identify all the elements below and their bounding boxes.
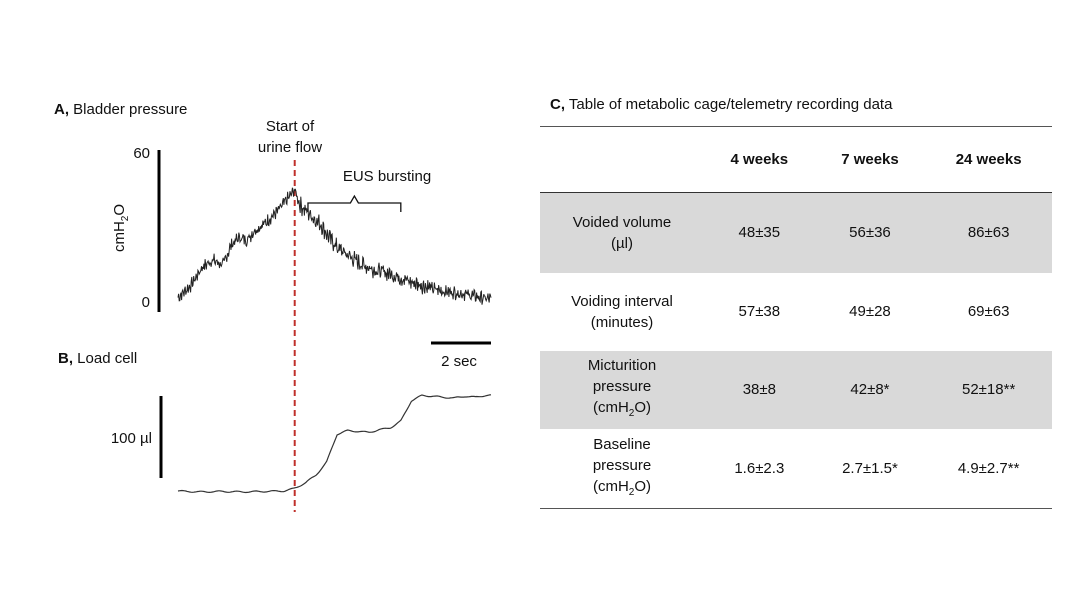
- unit-sub: 2: [628, 408, 635, 419]
- panel-a-title: Bladder pressure: [73, 101, 188, 118]
- table-row: Baseline pressure (cmH2O) 1.6±2.3 2.7±1.5*…: [540, 428, 1052, 509]
- table-cell: 57±38: [738, 303, 781, 320]
- table-cell: 49±28: [849, 303, 891, 320]
- table-cell: 69±63: [967, 303, 1010, 320]
- ylabel-sub: 2: [120, 215, 131, 221]
- table-cell: 42±8*: [814, 350, 926, 429]
- eus-bursting-bracket: [307, 194, 402, 212]
- table-cell: 2.7±1.5*: [814, 428, 926, 509]
- volume-scale-label: 100 µl: [111, 430, 152, 447]
- load-cell-trace: [177, 394, 492, 494]
- table-cell: 48±35: [704, 192, 815, 273]
- header-7-weeks: 7 weeks: [814, 126, 926, 193]
- unit-sub: 2: [628, 486, 635, 498]
- row-label-line: pressure: [592, 456, 652, 474]
- panel-c-title: Table of metabolic cage/telemetry record…: [568, 96, 893, 113]
- ylabel-pre: cmH: [111, 221, 128, 252]
- row-label-voided-volume: Voided volume (µl): [540, 192, 704, 273]
- header-4-weeks: 4 weeks: [704, 126, 815, 193]
- unit-pre: (cmH: [592, 477, 629, 495]
- recording-data-table: 4 weeks 7 weeks 24 weeks Voided volume (µ…: [540, 126, 1052, 509]
- row-label-line: pressure: [592, 378, 652, 395]
- table-row: Voiding interval (minutes) 57±38 49±28 69…: [540, 273, 1052, 351]
- table-cell: 38±8: [704, 350, 815, 429]
- panel-b-label: B, Load cell: [58, 350, 137, 367]
- figure-traces: 60 0 cmH2O Start of urine flow EUS burst…: [111, 118, 492, 512]
- urine-flow-label-line2: urine flow: [258, 139, 322, 156]
- eus-bursting-label: EUS bursting: [343, 168, 431, 185]
- pressure-tick-label-top: 60: [133, 145, 150, 162]
- table-cell: 56±36: [814, 192, 926, 273]
- unit-post: O): [634, 399, 652, 416]
- row-unit: (cmH2O): [592, 399, 652, 419]
- row-label-baseline-pressure: Baseline pressure (cmH2O): [540, 428, 704, 509]
- table-cell: 52±18**: [925, 350, 1052, 429]
- header-empty-cell: [540, 126, 704, 193]
- row-label-line: Baseline: [593, 435, 651, 453]
- row-label-micturition-pressure: Micturition pressure (cmH2O): [540, 350, 704, 429]
- row-label-line: (minutes): [590, 313, 654, 331]
- panel-b-letter: B,: [58, 350, 73, 367]
- table-row: Micturition pressure (cmH2O) 38±8 42±8* 52…: [540, 350, 1052, 429]
- row-label-line: Micturition: [587, 357, 657, 374]
- bladder-pressure-trace: [177, 187, 492, 305]
- ylabel-post: O: [111, 204, 128, 216]
- urine-flow-label-line1: Start of: [266, 118, 315, 135]
- panel-b-title: Load cell: [77, 350, 138, 367]
- time-scale-label: 2 sec: [441, 353, 477, 370]
- table-cell: 1.6±2.3: [704, 428, 815, 509]
- unit-post: O): [634, 477, 652, 495]
- row-label-line: (µl): [611, 234, 633, 252]
- row-label-line: Voided volume: [572, 213, 672, 231]
- header-24-weeks: 24 weeks: [925, 126, 1052, 193]
- unit-pre: (cmH: [592, 399, 629, 416]
- table-row: Voided volume (µl) 48±35 56±36 86±63: [540, 192, 1052, 273]
- panel-c-label: C, Table of metabolic cage/telemetry rec…: [550, 96, 892, 113]
- pressure-axis-ylabel: cmH2O: [111, 204, 131, 252]
- panel-c-letter: C,: [550, 96, 565, 113]
- panel-a-label: A, Bladder pressure: [54, 101, 187, 118]
- table-cell: 4.9±2.7**: [925, 428, 1052, 509]
- table-header-row: 4 weeks 7 weeks 24 weeks: [540, 126, 1052, 193]
- row-label-voiding-interval: Voiding interval (minutes): [540, 273, 704, 351]
- pressure-tick-label-bottom: 0: [142, 294, 150, 311]
- table-cell: 86±63: [925, 192, 1052, 273]
- row-unit: (cmH2O): [592, 477, 652, 498]
- panel-a-letter: A,: [54, 101, 69, 118]
- row-label-line: Voiding interval: [571, 292, 673, 310]
